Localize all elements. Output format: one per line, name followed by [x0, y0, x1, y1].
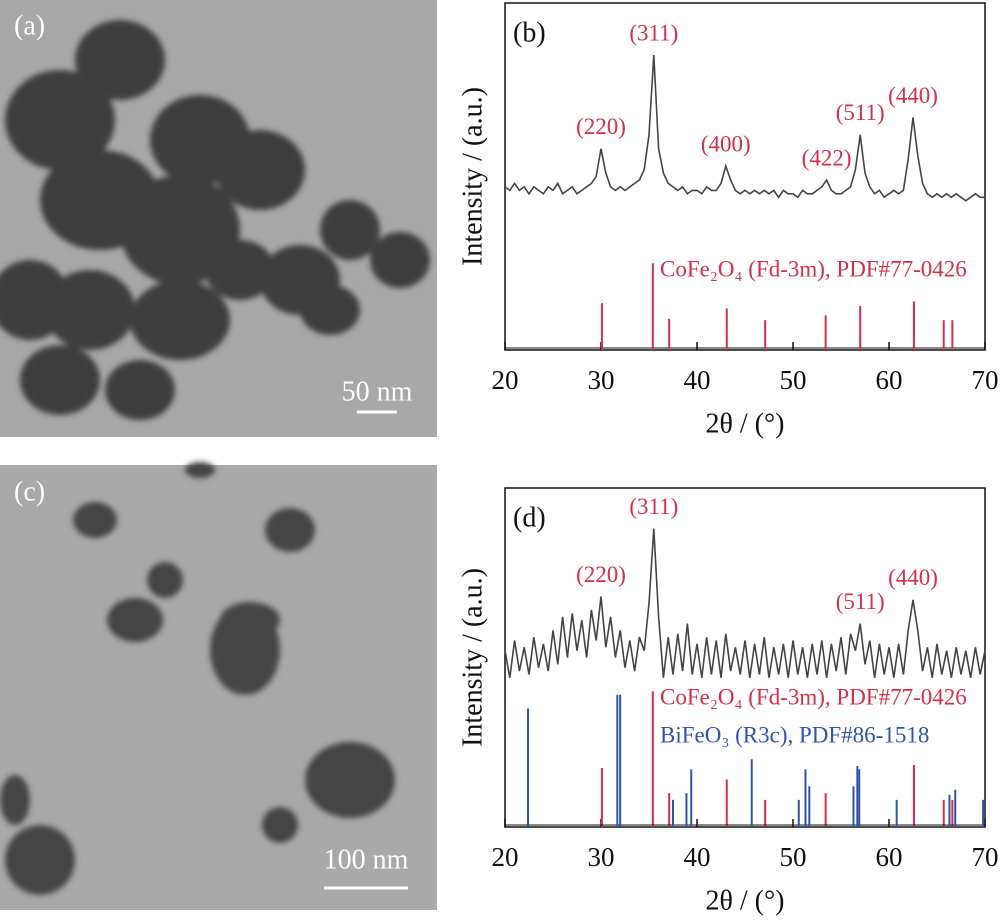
x-tick-label: 70	[972, 842, 999, 872]
scale-bar-label: 50 nm	[342, 376, 413, 407]
panel-label: (b)	[513, 17, 546, 48]
peak-label: (311)	[629, 494, 678, 519]
x-tick-label: 40	[684, 365, 711, 395]
x-tick-label: 70	[972, 365, 999, 395]
tem-image-c	[0, 462, 437, 910]
x-tick-label: 50	[780, 842, 807, 872]
x-axis-label: 2θ / (°)	[705, 408, 784, 439]
peak-label: (400)	[701, 131, 751, 156]
scale-bar-label: 100 nm	[324, 844, 409, 875]
plot-frame	[504, 2, 986, 351]
legend-entry: CoFe₂O₄ (Fd-3m), PDF#77-0426	[660, 685, 967, 710]
peak-label: (440)	[888, 83, 938, 108]
x-tick-label: 20	[492, 365, 519, 395]
x-tick-label: 20	[492, 842, 519, 872]
tem-image-a	[0, 0, 437, 437]
x-tick-label: 60	[876, 365, 903, 395]
legend-entry: BiFeO₃ (R3c), PDF#86-1518	[660, 723, 929, 748]
panel-label: (c)	[14, 476, 45, 507]
x-tick-label: 30	[588, 365, 615, 395]
peak-label: (440)	[888, 565, 938, 590]
xrd-pattern	[504, 528, 986, 678]
legend-entry: CoFe₂O₄ (Fd-3m), PDF#77-0426	[660, 257, 967, 282]
y-axis-label: Intensity / (a.u.)	[457, 568, 488, 747]
peak-label: (511)	[836, 100, 885, 125]
xrd-pattern	[504, 55, 985, 202]
x-tick-label: 30	[588, 842, 615, 872]
peak-label: (220)	[576, 114, 626, 139]
x-tick-label: 40	[684, 842, 711, 872]
plot-frame	[504, 487, 986, 828]
peak-label: (422)	[802, 145, 852, 170]
panel-label: (d)	[513, 502, 546, 533]
y-axis-label: Intensity / (a.u.)	[457, 87, 488, 266]
peak-label: (511)	[836, 589, 885, 614]
x-tick-label: 50	[780, 365, 807, 395]
x-tick-label: 60	[876, 842, 903, 872]
x-axis-label: 2θ / (°)	[705, 885, 784, 916]
peak-label: (220)	[576, 562, 626, 587]
peak-label: (311)	[629, 20, 678, 45]
panel-label: (a)	[14, 10, 45, 41]
